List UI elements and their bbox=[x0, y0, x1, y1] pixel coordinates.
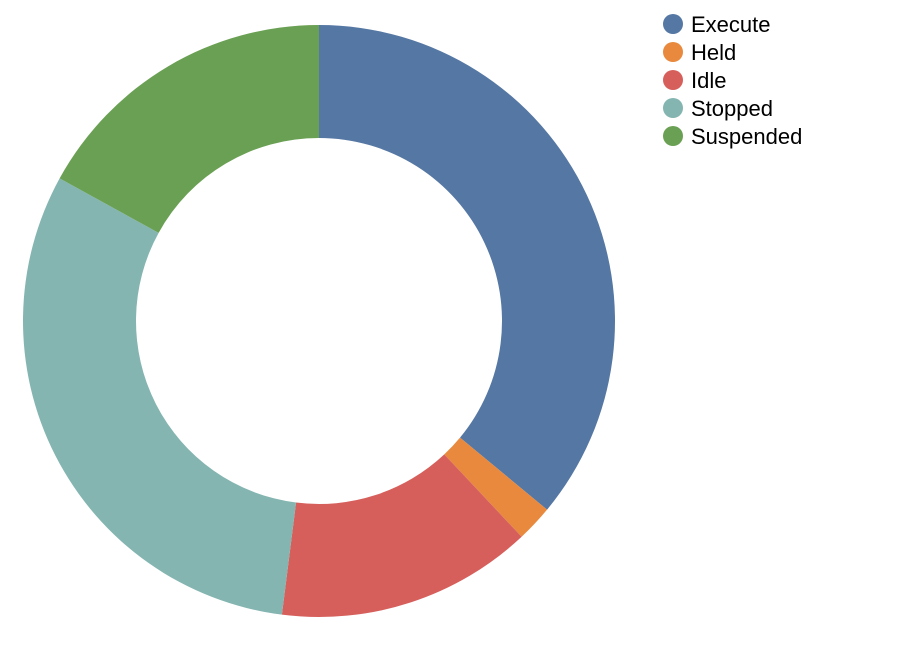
legend-item-execute: Execute bbox=[663, 12, 771, 37]
donut-slices bbox=[22, 25, 615, 617]
slice-held bbox=[444, 437, 548, 537]
slice-execute bbox=[319, 25, 615, 510]
slice-idle bbox=[281, 454, 522, 617]
legend-swatch-held bbox=[663, 42, 683, 62]
legend-label-execute: Execute bbox=[691, 12, 771, 37]
slice-suspended bbox=[59, 25, 320, 233]
legend-label-held: Held bbox=[691, 40, 736, 65]
legend-label-idle: Idle bbox=[691, 68, 726, 93]
legend-item-idle: Idle bbox=[663, 68, 726, 93]
legend-label-stopped: Stopped bbox=[691, 96, 773, 121]
chart-legend: Execute Held Idle Stopped Suspended bbox=[663, 12, 802, 149]
legend-label-suspended: Suspended bbox=[691, 124, 802, 149]
legend-swatch-suspended bbox=[663, 126, 683, 146]
legend-swatch-idle bbox=[663, 70, 683, 90]
legend-swatch-stopped bbox=[663, 98, 683, 118]
legend-item-held: Held bbox=[663, 40, 736, 65]
legend-item-stopped: Stopped bbox=[663, 96, 773, 121]
legend-item-suspended: Suspended bbox=[663, 124, 802, 149]
slice-stopped bbox=[22, 178, 297, 615]
legend-swatch-execute bbox=[663, 14, 683, 34]
